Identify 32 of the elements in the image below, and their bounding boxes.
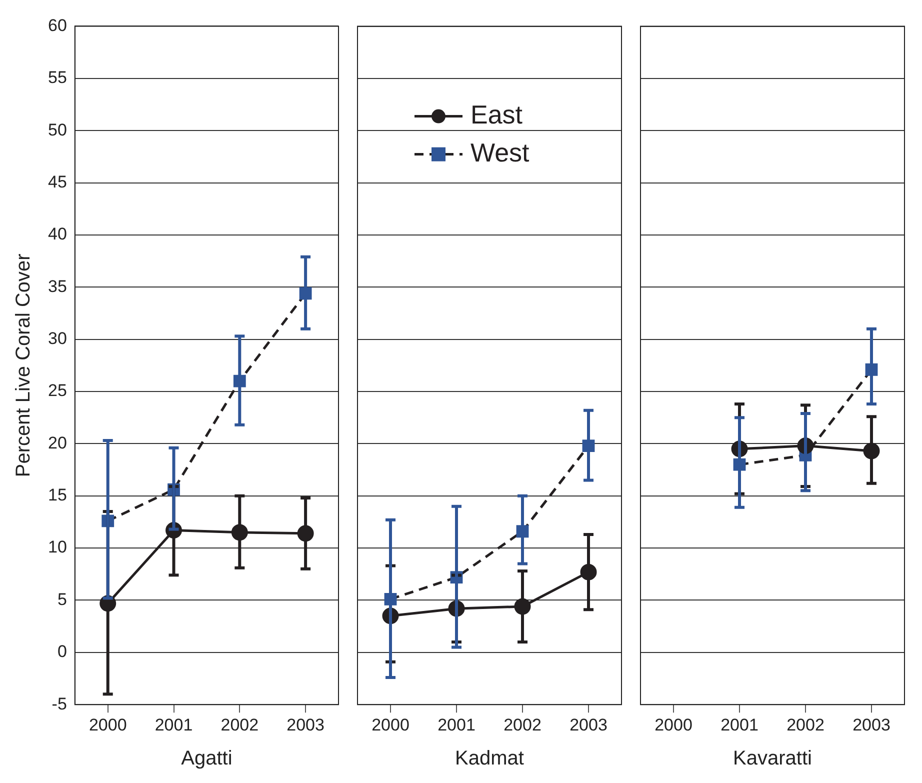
x-tick-label: 2001 xyxy=(154,715,193,734)
y-tick-label: 40 xyxy=(48,224,67,244)
y-axis-title: Percent Live Coral Cover xyxy=(12,253,35,478)
y-tick-label: 55 xyxy=(48,68,67,88)
y-tick-label: 25 xyxy=(48,381,67,400)
legend-label: West xyxy=(470,137,530,168)
x-tick-label: 2002 xyxy=(504,715,542,734)
y-tick-label: 45 xyxy=(48,172,67,192)
x-axis-title: Agatti xyxy=(181,748,232,770)
y-tick-label: 10 xyxy=(48,538,67,557)
y-tick-label: 0 xyxy=(57,642,67,662)
x-axis-title: Kavaratti xyxy=(733,748,812,770)
x-tick-label: 2003 xyxy=(852,715,890,734)
y-tick-label: 35 xyxy=(48,276,67,296)
y-tick-label: 15 xyxy=(48,486,67,505)
x-tick-label: 2000 xyxy=(372,715,410,734)
x-tick-label: 2003 xyxy=(570,715,608,734)
x-tick-label: 2001 xyxy=(438,715,476,734)
y-tick-label: 50 xyxy=(48,120,67,140)
x-tick-label: 2000 xyxy=(654,715,692,734)
y-tick-label: 5 xyxy=(57,590,67,609)
x-axis-title: Kadmat xyxy=(455,748,524,770)
y-tick-label: 30 xyxy=(48,328,67,348)
y-tick-label: 20 xyxy=(48,433,67,452)
x-tick-label: 2002 xyxy=(786,715,824,734)
x-tick-label: 2003 xyxy=(286,715,324,734)
y-tick-label: -5 xyxy=(52,694,67,714)
x-tick-label: 2001 xyxy=(720,715,758,734)
legend-label: East xyxy=(470,99,524,130)
x-tick-label: 2002 xyxy=(220,715,259,734)
y-tick-label: 60 xyxy=(48,16,67,35)
x-tick-label: 2000 xyxy=(88,715,127,734)
